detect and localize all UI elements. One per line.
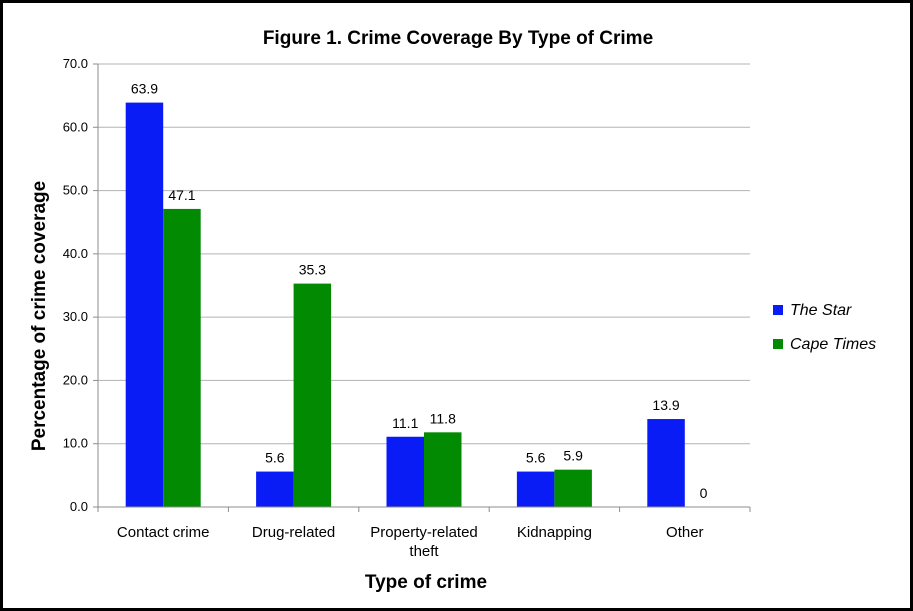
data-label: 0	[700, 485, 708, 501]
x-axis-title: Type of crime	[365, 572, 487, 593]
data-label: 47.1	[168, 187, 195, 203]
data-label: 11.8	[430, 410, 456, 426]
bar-cape-times	[293, 283, 332, 507]
legend-label: Cape Times	[790, 336, 876, 353]
data-label: 11.1	[392, 415, 418, 431]
bar-the-star	[516, 471, 555, 507]
legend-label: The Star	[790, 302, 852, 319]
y-tick-label: 40.0	[63, 246, 88, 261]
x-tick-label: Property-related	[370, 524, 478, 541]
chart-title: Figure 1. Crime Coverage By Type of Crim…	[263, 28, 653, 49]
x-tick-label: Drug-related	[252, 524, 335, 541]
legend-swatch	[773, 339, 783, 349]
data-label: 13.9	[652, 397, 679, 413]
bar-cape-times	[554, 469, 592, 507]
y-tick-label: 0.0	[70, 499, 88, 514]
data-label: 35.3	[299, 262, 326, 278]
bar-the-star	[386, 436, 424, 507]
y-tick-label: 30.0	[63, 309, 88, 324]
legend: The Star Cape Times	[773, 302, 876, 353]
y-axis: 0.0 10.0 20.0 30.0 40.0 50.0 60.0 70.0	[63, 56, 99, 514]
x-axis: Contact crime Drug-related Property-relate…	[97, 506, 751, 560]
bar-the-star	[256, 471, 294, 507]
y-tick-label: 60.0	[63, 119, 88, 134]
bar-cape-times	[163, 208, 201, 507]
x-tick-label: Other	[666, 524, 704, 541]
y-tick-label: 50.0	[63, 183, 88, 198]
bar-the-star	[647, 419, 685, 507]
y-tick-label: 10.0	[63, 436, 88, 451]
x-tick-label: Contact crime	[117, 524, 210, 541]
data-labels: 63.9 5.6 11.1 5.6 13.9 47.1 35.3 11.8 5.9 0	[131, 81, 708, 501]
legend-swatch	[773, 305, 783, 315]
data-label: 5.6	[265, 450, 285, 466]
bar-the-star	[125, 102, 164, 508]
x-tick-label: theft	[409, 543, 439, 560]
data-label: 5.9	[563, 448, 583, 464]
y-tick-label: 70.0	[63, 56, 88, 71]
bar-cape-times	[424, 432, 462, 507]
data-label: 63.9	[131, 81, 158, 97]
y-axis-title: Percentage of crime coverage	[29, 181, 50, 451]
y-tick-label: 20.0	[63, 372, 88, 387]
bars	[125, 102, 685, 508]
data-label: 5.6	[526, 450, 546, 466]
x-tick-label: Kidnapping	[517, 524, 592, 541]
